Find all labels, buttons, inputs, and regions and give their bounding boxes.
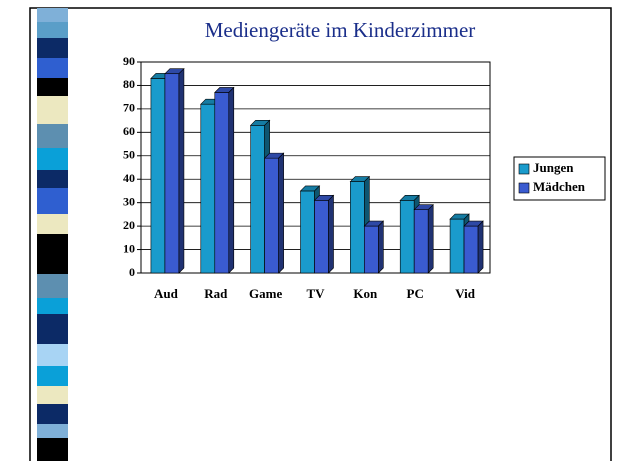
bar-side [329, 195, 334, 273]
y-tick-label: 60 [123, 124, 135, 138]
y-tick-label: 30 [123, 194, 135, 208]
bar [364, 221, 383, 273]
x-tick-label: Kon [353, 286, 378, 301]
x-tick-label: PC [407, 286, 424, 301]
bar [215, 87, 234, 273]
bar-side [378, 221, 383, 273]
bar-front [215, 92, 229, 273]
bar-front [315, 200, 329, 273]
bar-front [414, 210, 428, 273]
legend-label: Mädchen [533, 179, 586, 194]
y-tick-label: 90 [123, 54, 135, 68]
x-tick-label: Game [249, 286, 282, 301]
legend-label: Jungen [533, 160, 574, 175]
page: {"chart_data":{"type":"bar","title":"Med… [0, 0, 624, 461]
y-tick-label: 50 [123, 148, 135, 162]
x-tick-label: Aud [154, 286, 179, 301]
bar [414, 205, 433, 273]
bar-side [229, 87, 234, 273]
bar-front [151, 78, 165, 273]
bar-side [478, 221, 483, 273]
x-tick-label: Rad [204, 286, 228, 301]
bar-front [301, 191, 315, 273]
bar [265, 153, 284, 273]
bar-side [279, 153, 284, 273]
bar [315, 195, 334, 273]
slide: Mediengeräte im Kinderzimmer 0 10 20 30 40 50… [0, 0, 624, 461]
x-tick-label: TV [306, 286, 325, 301]
bar-side [179, 69, 184, 273]
bar [165, 69, 184, 273]
bar-side [428, 205, 433, 273]
chart-title: Mediengeräte im Kinderzimmer [205, 18, 476, 42]
bar-front [400, 200, 414, 273]
y-tick-label: 40 [123, 171, 135, 185]
bar [464, 221, 483, 273]
y-tick-label: 10 [123, 241, 135, 255]
bar-front [251, 125, 265, 273]
bar-front [350, 182, 364, 273]
legend-swatch [519, 183, 529, 193]
bar-front [165, 74, 179, 273]
legend-swatch [519, 164, 529, 174]
y-tick-label: 20 [123, 218, 135, 232]
bar-front [464, 226, 478, 273]
x-tick-label: Vid [455, 286, 476, 301]
y-tick-label: 70 [123, 101, 135, 115]
y-tick-label: 80 [123, 77, 135, 91]
bar-front [364, 226, 378, 273]
bar-front [450, 219, 464, 273]
bar-front [265, 158, 279, 273]
bar-front [201, 104, 215, 273]
y-tick-label: 0 [129, 265, 135, 279]
decor-stripe [37, 8, 68, 461]
